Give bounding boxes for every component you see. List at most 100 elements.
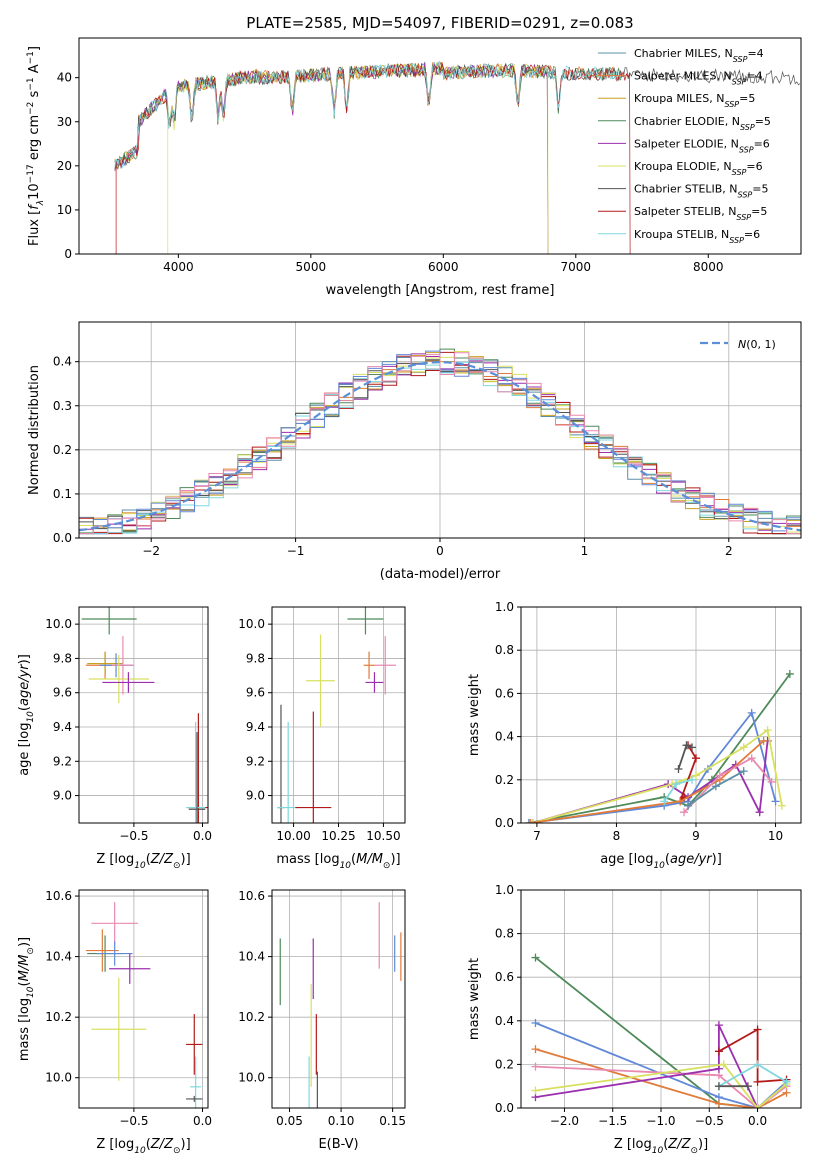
spectrum-series: [115, 63, 631, 254]
x-tick-label: −1.0: [646, 1114, 675, 1128]
weight-line: [530, 740, 765, 823]
legend-entry: Kroupa STELIB, NSSP=6: [634, 228, 760, 245]
y-tick-label: 0.2: [53, 443, 72, 457]
y-tick-label: 0.2: [495, 773, 514, 787]
x-tick-label: 0.05: [276, 1114, 303, 1128]
y-tick-label: 9.0: [53, 789, 72, 803]
y-tick-label: 9.8: [246, 651, 265, 665]
residual-histograms: [79, 348, 801, 535]
y-tick-label: 0.0: [53, 531, 72, 545]
weight-line: [535, 1024, 759, 1108]
legend-entry: Chabrier STELIB, NSSP=5: [634, 183, 768, 200]
mass_vs_ebv-xlabel: E(B-V): [318, 1137, 358, 1152]
y-tick-label: 0.8: [495, 643, 514, 657]
weight-marker: [782, 1077, 791, 1086]
y-tick-label: 0: [64, 247, 72, 261]
weight-marker: [531, 1045, 540, 1054]
weight-marker: [524, 819, 533, 823]
gaussian-curve: [79, 360, 801, 532]
weight-marker: [531, 1062, 540, 1071]
mass_vs_Z-axes: −0.5 0.0 10.0 10.2 10.4 10.6: [45, 889, 212, 1128]
weight-marker: [684, 801, 693, 810]
y-tick-label: 9.8: [53, 651, 72, 665]
x-tick-label: −1: [287, 544, 305, 558]
x-tick-label: 4000: [163, 260, 194, 274]
x-tick-label: 2: [725, 544, 733, 558]
legend-entry: Kroupa ELODIE, NSSP=6: [634, 160, 763, 177]
x-tick-label: −0.5: [119, 829, 148, 843]
weight-marker: [753, 1060, 762, 1069]
weight-marker: [674, 765, 683, 773]
weight-marker: [719, 1060, 728, 1069]
weight-marker: [531, 1018, 540, 1027]
weight-marker: [672, 780, 681, 789]
weight-marker: [743, 1082, 752, 1091]
legend-entry: Salpeter MILES, NSSP=4: [634, 70, 763, 87]
weight_vs_Z-xlabel: Z [log10(Z/Z⊙)]: [614, 1137, 708, 1156]
y-tick-label: 20: [57, 159, 72, 173]
x-tick-label: 0.0: [193, 829, 212, 843]
y-tick-label: 0.8: [495, 927, 514, 941]
x-tick-label: 0.0: [748, 1114, 767, 1128]
y-tick-label: 40: [57, 71, 72, 85]
weight-marker: [753, 1025, 762, 1034]
weight-marker: [660, 797, 669, 806]
mass_vs_Z-frame: [78, 889, 209, 1109]
legend-entry: Salpeter ELODIE, NSSP=6: [634, 137, 770, 154]
weight-line: [718, 1027, 787, 1083]
weight-marker: [753, 1077, 762, 1086]
weight-marker: [714, 1064, 723, 1073]
x-tick-label: 5000: [296, 260, 327, 274]
mass_vs_Z-xlabel: Z [log10(Z/Z⊙)]: [96, 1137, 190, 1156]
weight-marker: [785, 669, 794, 678]
mass_vs_Z-ylabel: mass [log10(M/M⊙)]: [17, 937, 36, 1061]
weight_vs_Z-series: [531, 953, 791, 1108]
weight_vs_age-xlabel: age [log10(age/yr)]: [600, 852, 722, 871]
y-tick-label: 10.0: [238, 617, 265, 631]
weight-marker: [767, 777, 776, 786]
figure-title: PLATE=2585, MJD=54097, FIBERID=0291, z=0…: [246, 14, 633, 32]
y-tick-label: 9.6: [246, 686, 265, 700]
weight-marker: [763, 726, 772, 735]
y-tick-label: 0.3: [53, 399, 72, 413]
y-tick-label: 9.4: [53, 720, 72, 734]
x-tick-label: 0.0: [193, 1114, 212, 1128]
y-tick-label: 0.1: [53, 487, 72, 501]
y-tick-label: 1.0: [495, 883, 514, 897]
weight_vs_Z-frame: [520, 889, 802, 1109]
y-tick-label: 10.4: [45, 950, 72, 964]
weight-marker: [692, 771, 700, 780]
weight-marker: [714, 1082, 723, 1091]
weight-marker: [753, 1104, 762, 1108]
age_vs_Z-ylabel: age [log10(age/yr)]: [17, 654, 36, 776]
y-tick-label: 9.4: [246, 720, 265, 734]
weight-marker: [528, 819, 537, 823]
y-tick-label: 10.0: [238, 1071, 265, 1085]
x-tick-label: 8: [613, 829, 621, 843]
weight-marker: [747, 754, 756, 763]
x-tick-label: −0.5: [695, 1114, 724, 1128]
y-tick-label: 10.0: [45, 617, 72, 631]
y-tick-label: 30: [57, 115, 72, 129]
legend-entry: Kroupa MILES, NSSP=5: [634, 92, 755, 109]
x-tick-label: −1.5: [598, 1114, 627, 1128]
y-tick-label: 10.0: [45, 1071, 72, 1085]
weight-marker: [531, 953, 540, 962]
y-tick-label: 0.0: [495, 816, 514, 830]
y-tick-label: 9.2: [53, 754, 72, 768]
spectrum-axes: 4000 5000 6000 7000 8000 0 10 20 30 40: [57, 71, 724, 274]
x-tick-label: 6000: [428, 260, 459, 274]
y-tick-label: 0.0: [495, 1101, 514, 1115]
weight-marker: [676, 797, 685, 806]
weight_vs_Z-axes: −2.0 −1.5 −1.0 −0.5 0.0 0.0 0.2 0.4 0.6 0.8 1.0: [495, 883, 801, 1128]
weight-marker: [739, 743, 748, 752]
weight-line: [532, 728, 783, 823]
x-tick-label: −2: [142, 544, 160, 558]
weight_vs_age-frame: [520, 606, 802, 824]
mass_vs_ebv-points: [279, 902, 402, 1108]
weight-marker: [759, 736, 768, 745]
spectrum-frame: [78, 37, 802, 255]
weight-marker: [688, 775, 697, 784]
y-tick-label: 9.0: [246, 789, 265, 803]
weight_vs_age-series: [524, 669, 794, 823]
